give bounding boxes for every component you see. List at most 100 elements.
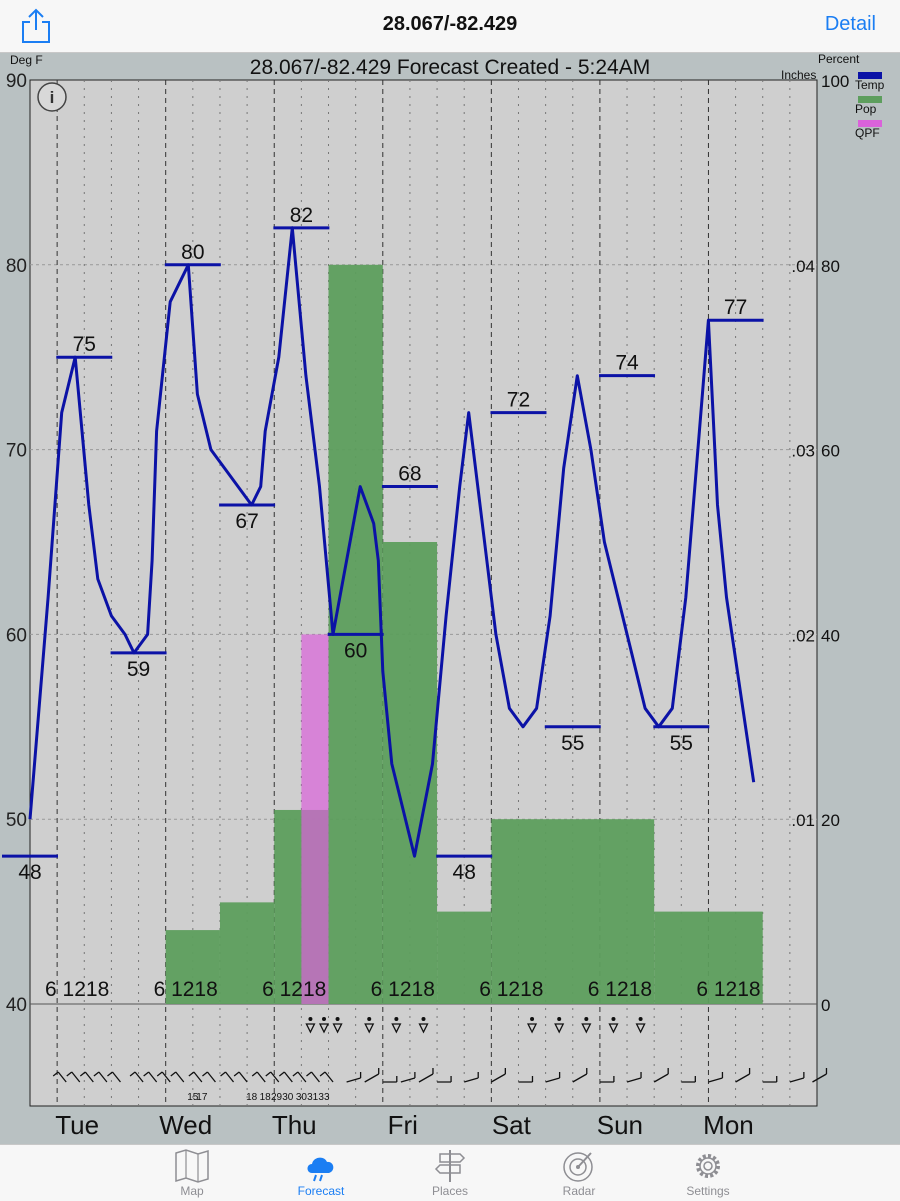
tab-forecast-label: Forecast bbox=[297, 1184, 345, 1198]
wind-barb-icon bbox=[202, 1071, 216, 1083]
precip-drop-icon bbox=[527, 1023, 538, 1034]
wind-barb-icon bbox=[789, 1072, 805, 1083]
temp-high-label: 80 bbox=[181, 241, 204, 264]
tab-places[interactable]: Places bbox=[385, 1145, 515, 1201]
tab-bar: Map Forecast Places Radar Settings bbox=[0, 1144, 900, 1201]
wind-barb-icon bbox=[545, 1072, 561, 1083]
pop-bar bbox=[491, 819, 655, 1004]
y-tick-label: 70 bbox=[6, 441, 27, 462]
precip-dot-icon bbox=[308, 1017, 313, 1021]
precip-drop-icon bbox=[418, 1023, 429, 1034]
wind-barb-icon bbox=[653, 1068, 669, 1083]
forecast-icon bbox=[307, 1157, 334, 1182]
wind-barb-icon bbox=[762, 1076, 778, 1083]
hour-label: 6 1218 bbox=[588, 978, 652, 1001]
temp-high-label: 82 bbox=[290, 204, 313, 227]
tab-radar-label: Radar bbox=[562, 1184, 596, 1198]
wind-barb-icon bbox=[292, 1071, 307, 1083]
legend-swatch bbox=[858, 72, 882, 79]
day-label: Mon bbox=[703, 1110, 754, 1140]
wind-barb-icon bbox=[66, 1071, 81, 1083]
wind-barb-icon bbox=[812, 1068, 828, 1083]
radar-icon bbox=[563, 1152, 593, 1182]
y-axis-label: Deg F bbox=[10, 53, 43, 67]
wind-barb-icon bbox=[735, 1068, 751, 1083]
precip-drop-icon bbox=[635, 1023, 646, 1034]
y-tick-label: 40 bbox=[6, 995, 27, 1016]
hour-label: 6 1218 bbox=[45, 978, 109, 1001]
temp-high-label: 68 bbox=[398, 463, 421, 486]
wind-barb-icon bbox=[364, 1068, 380, 1083]
legend-label: QPF bbox=[855, 126, 880, 140]
temp-low-label: 60 bbox=[344, 639, 367, 662]
map-icon bbox=[175, 1149, 209, 1183]
share-icon[interactable] bbox=[20, 8, 52, 44]
y2-tick-label: 40 bbox=[821, 626, 840, 645]
temp-high-label: 74 bbox=[615, 352, 639, 375]
tab-forecast[interactable]: Forecast bbox=[256, 1145, 386, 1201]
precip-drop-icon bbox=[554, 1023, 565, 1034]
precip-dot-icon bbox=[321, 1017, 326, 1021]
temp-line bbox=[28, 226, 756, 858]
wind-barb-icon bbox=[79, 1071, 94, 1083]
day-label: Wed bbox=[159, 1110, 212, 1140]
y-tick-label: 80 bbox=[6, 256, 27, 277]
forecast-chart-area: 48 75 59 80 67 82 60 68 48 72 55 74 55 77 6 1218 6 1218… bbox=[0, 52, 900, 1144]
y2-tick-label: 60 bbox=[821, 442, 840, 461]
y-tick-label: 90 bbox=[6, 71, 27, 92]
legend-swatch bbox=[858, 96, 882, 103]
gear-icon bbox=[696, 1154, 720, 1178]
y3-tick-label: .03 bbox=[791, 442, 815, 461]
pop-bar bbox=[437, 911, 492, 1004]
hour-label: 6 1218 bbox=[262, 978, 326, 1001]
y2-tick-label: 0 bbox=[821, 996, 830, 1015]
navigation-bar: 28.067/-82.429 Detail bbox=[0, 0, 900, 53]
precip-dot-icon bbox=[584, 1017, 589, 1021]
wind-barb-icon bbox=[681, 1076, 696, 1083]
wind-barb-icon bbox=[599, 1076, 615, 1083]
temp-low-label: 67 bbox=[235, 510, 258, 533]
forecast-chart[interactable]: 48 75 59 80 67 82 60 68 48 72 55 74 55 77 6 1218 6 1218… bbox=[0, 52, 900, 1144]
wind-barb-icon bbox=[129, 1071, 144, 1083]
wind-barb-icon bbox=[626, 1072, 642, 1083]
temp-low-label: 55 bbox=[670, 732, 693, 755]
wind-barb-icon bbox=[52, 1071, 67, 1083]
wind-gust-label: 18 bbox=[260, 1092, 272, 1103]
info-icon bbox=[37, 82, 67, 112]
wind-barb-icon bbox=[708, 1072, 724, 1083]
day-label: Fri bbox=[388, 1110, 418, 1140]
temp-high-label: 75 bbox=[73, 333, 96, 356]
tab-map[interactable]: Map bbox=[127, 1145, 257, 1201]
wind-barb-icon bbox=[346, 1072, 362, 1083]
signpost-icon bbox=[434, 1150, 466, 1182]
y3-tick-label: .02 bbox=[791, 626, 815, 645]
wind-barb-icon bbox=[278, 1071, 293, 1083]
detail-button[interactable]: Detail bbox=[824, 13, 876, 35]
wind-barb-icon bbox=[319, 1071, 334, 1083]
temp-low-label: 48 bbox=[18, 861, 41, 884]
precip-drop-icon bbox=[332, 1023, 343, 1034]
precip-dot-icon bbox=[530, 1017, 535, 1021]
precip-drop-icon bbox=[391, 1023, 402, 1034]
precip-drop-icon bbox=[364, 1023, 375, 1034]
tab-settings[interactable]: Settings bbox=[643, 1145, 773, 1201]
day-label: Sun bbox=[597, 1110, 643, 1140]
y2-axis-label: Percent bbox=[818, 52, 860, 66]
legend-label: Pop bbox=[855, 102, 877, 116]
wind-barb-icon bbox=[437, 1076, 452, 1083]
precip-dot-icon bbox=[335, 1017, 340, 1021]
hour-label: 6 1218 bbox=[371, 978, 435, 1001]
precip-drop-icon bbox=[318, 1023, 330, 1034]
temp-low-label: 59 bbox=[127, 658, 150, 681]
temp-high-label: 72 bbox=[507, 389, 530, 412]
wind-barb-icon bbox=[188, 1071, 203, 1083]
pop-bar bbox=[165, 930, 220, 1004]
tab-radar[interactable]: Radar bbox=[514, 1145, 644, 1201]
tab-settings-label: Settings bbox=[686, 1184, 730, 1198]
day-label: Tue bbox=[55, 1110, 99, 1140]
y3-tick-label: .04 bbox=[791, 257, 815, 276]
page-title: 28.067/-82.429 bbox=[382, 13, 518, 35]
day-label: Thu bbox=[272, 1110, 317, 1140]
temp-high-label: 77 bbox=[724, 296, 747, 319]
tab-places-label: Places bbox=[431, 1184, 469, 1198]
